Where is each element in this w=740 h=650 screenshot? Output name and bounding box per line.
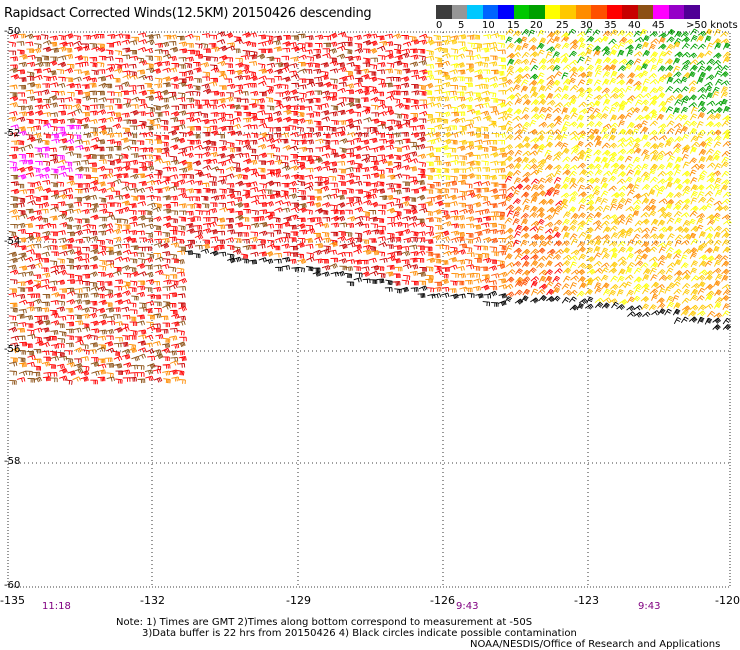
colorbar-swatch [653,5,669,19]
colorbar-swatch [684,5,700,19]
colorbar-swatch [436,5,452,19]
wind-barb-group [425,28,731,317]
colorbar-label: 5 [458,20,465,31]
lat-label-56: -56 [4,344,21,355]
lat-label-52: -52 [4,128,21,139]
colorbar-swatch [637,5,653,19]
lon-label-135: -135 [0,594,25,607]
colorbar-label: >50 knots [686,20,738,31]
wind-barb-group [8,33,427,385]
colorbar-swatch [544,5,560,19]
time-label-2: 9:43 [456,601,479,612]
colorbar-label: 30 [580,20,593,31]
map-title: Rapidsact Corrected Winds(12.5KM) 201504… [4,6,372,21]
lon-label-129: -129 [286,594,311,607]
wind-barb-group [185,248,732,331]
colorbar-swatch [482,5,498,19]
wind-barb-group [8,31,428,385]
colorbar-swatch [560,5,576,19]
lat-label-60: -60 [4,580,21,591]
wind-barb-group [505,28,731,115]
colorbar-label: 35 [604,20,617,31]
colorbar-label: 0 [436,20,443,31]
lon-label-120: -120 [715,594,740,607]
colorbar-swatch [513,5,529,19]
wind-barbs [8,28,732,385]
note-line-2: 3)Data buffer is 22 hrs from 20150426 4)… [142,628,577,639]
lat-label-58: -58 [4,456,21,467]
lon-label-126: -126 [430,594,455,607]
colorbar-swatch [606,5,622,19]
colorbar-labels: 0 5 10 15 20 25 30 35 40 45 >50 knots [430,20,740,32]
colorbar-swatch [591,5,607,19]
colorbar-swatch [668,5,684,19]
wind-barb-group [8,31,564,385]
colorbar-label: 15 [507,20,520,31]
time-label-3: 9:43 [638,601,661,612]
colorbar-swatch [467,5,483,19]
colorbar-label: 20 [530,20,543,31]
colorbar-swatch [529,5,545,19]
wind-speed-colorbar [436,5,700,19]
wind-barb-group [9,123,84,180]
lon-label-123: -123 [574,594,599,607]
colorbar-swatch [451,5,467,19]
wind-barb-group [425,176,564,298]
colorbar-label: 45 [652,20,665,31]
wind-barb-group [8,30,731,385]
colorbar-swatch [498,5,514,19]
time-label-1: 11:18 [42,601,71,612]
lon-label-132: -132 [140,594,165,607]
colorbar-swatch [622,5,638,19]
colorbar-label: 25 [556,20,569,31]
lat-label-54: -54 [4,236,21,247]
colorbar-swatch [575,5,591,19]
colorbar-label: 10 [482,20,495,31]
credit-line: NOAA/NESDIS/Office of Research and Appli… [470,639,721,650]
colorbar-label: 40 [628,20,641,31]
note-line-1: Note: 1) Times are GMT 2)Times along bot… [116,617,533,628]
map-frame [7,31,731,588]
wind-barb-group [424,28,732,317]
lat-label-50: -50 [4,26,21,37]
